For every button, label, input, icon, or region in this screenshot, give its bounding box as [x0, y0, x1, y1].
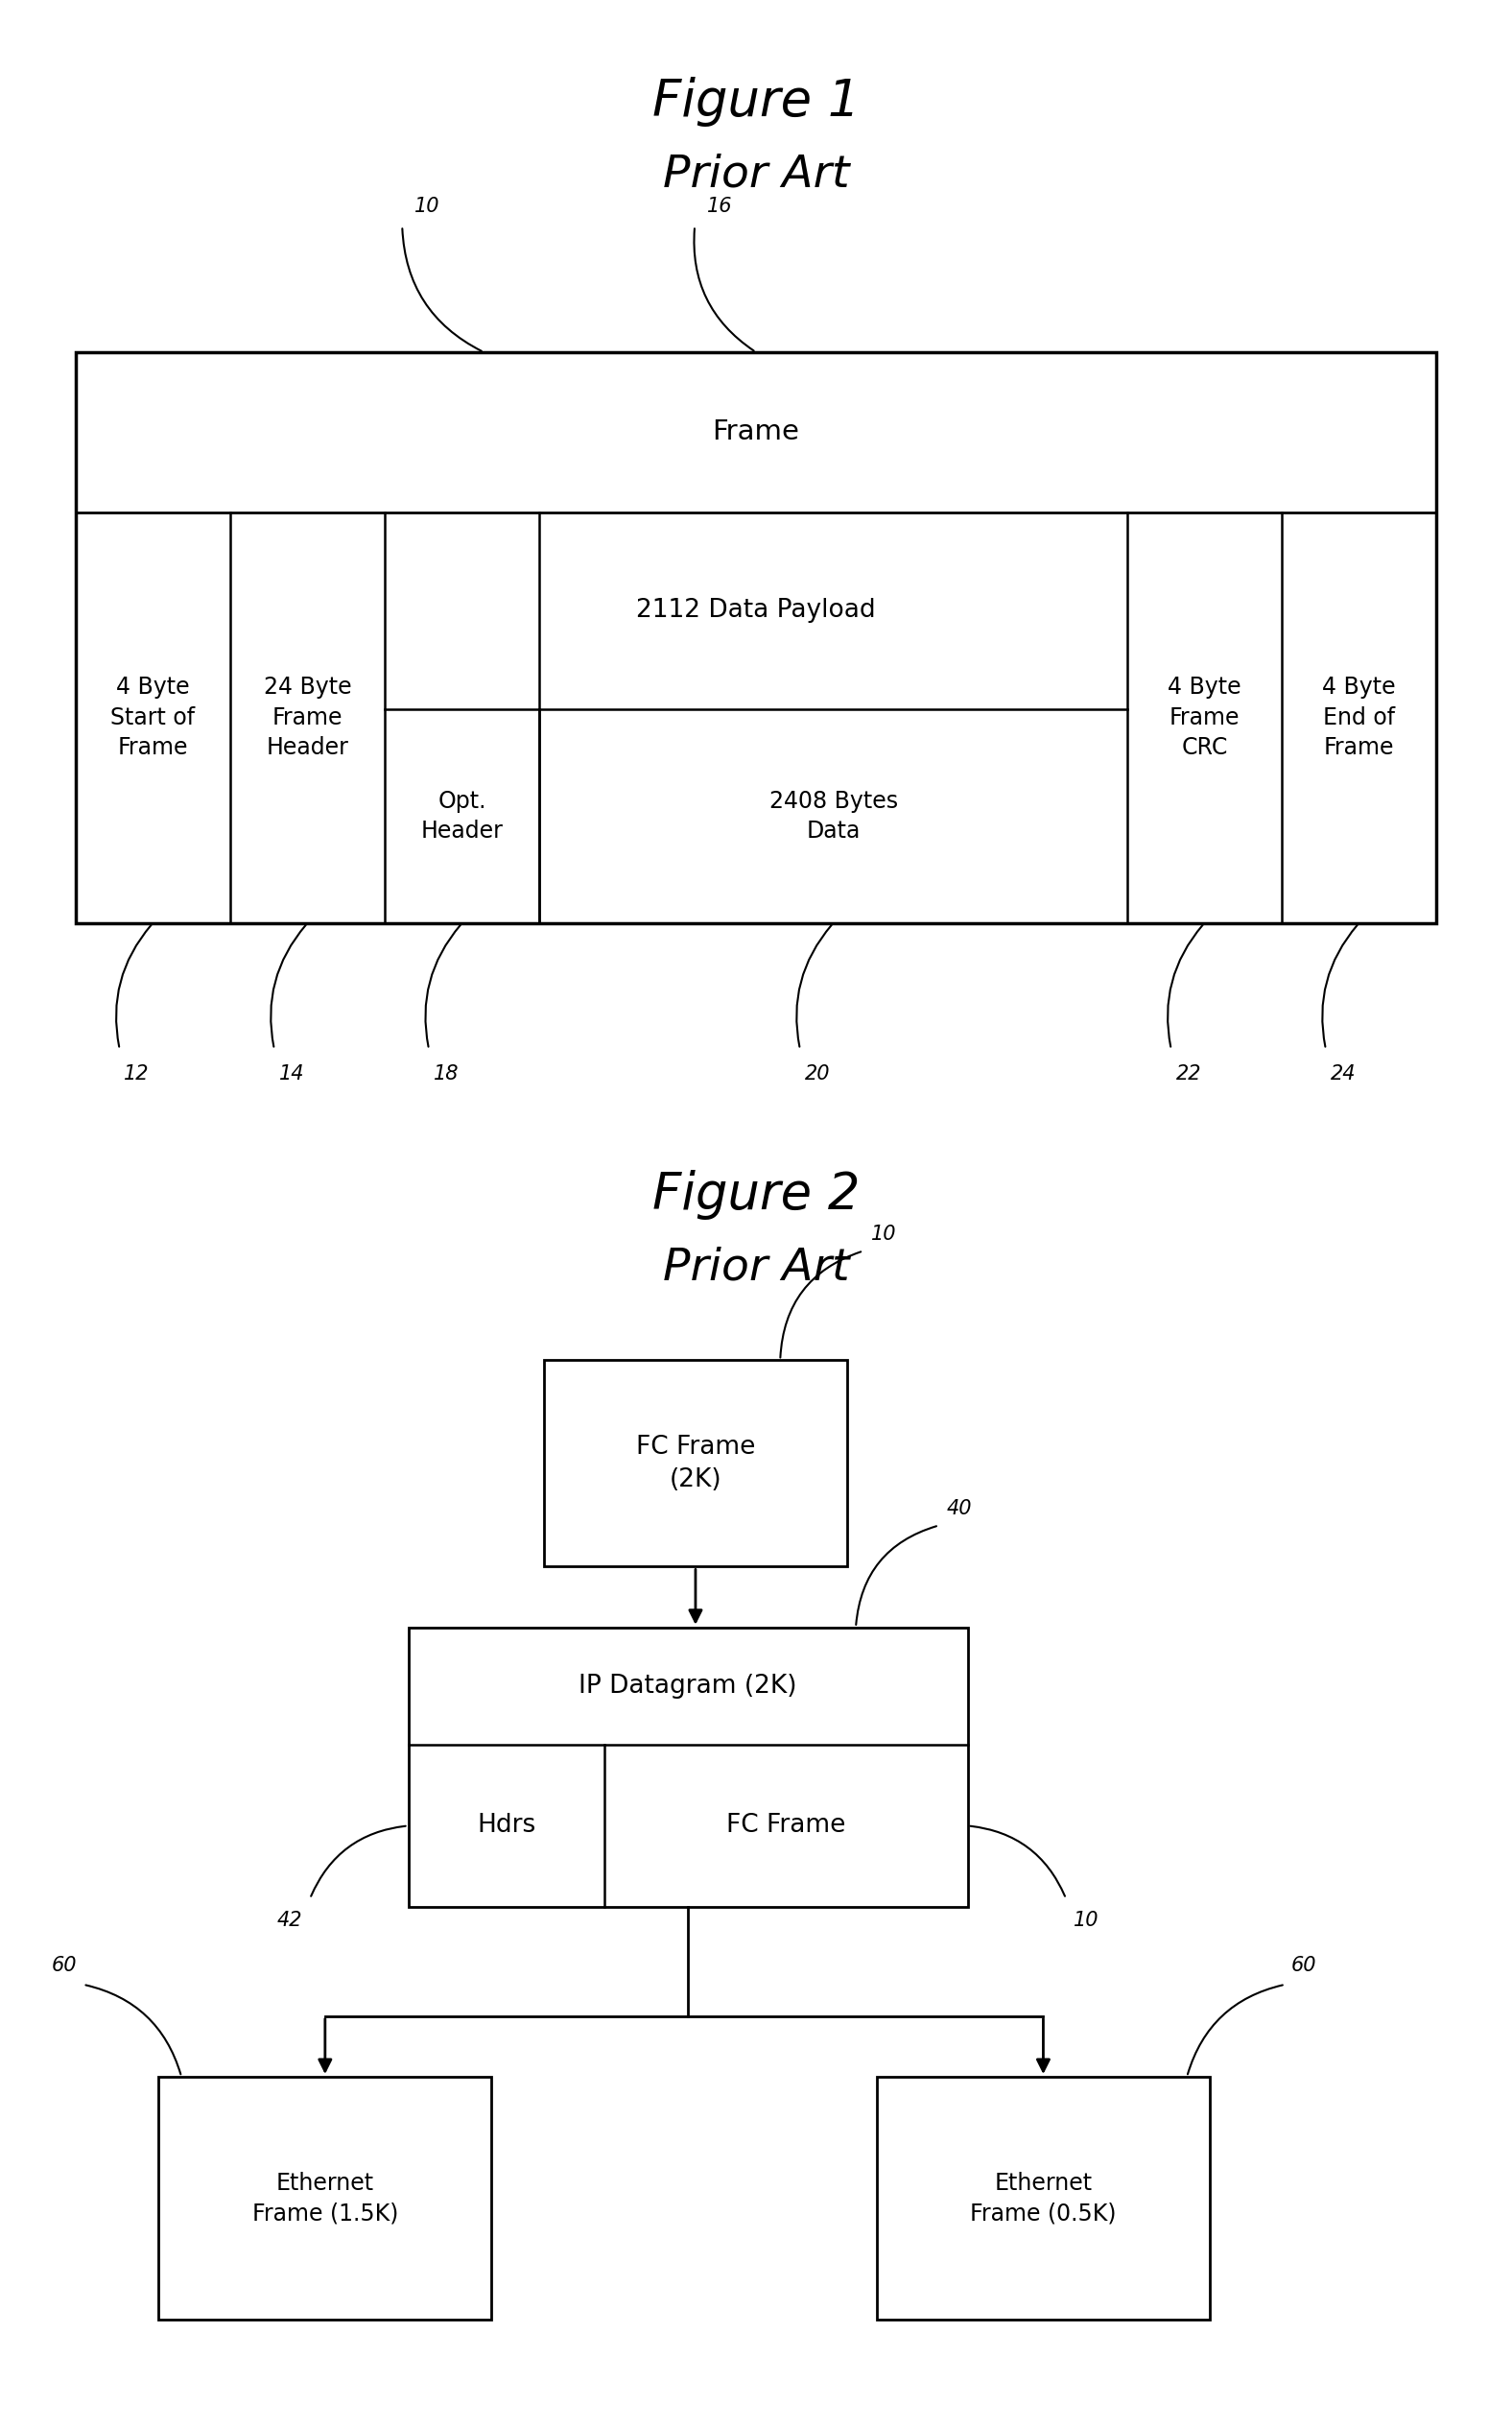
Text: Prior Art: Prior Art [662, 153, 850, 197]
Text: Frame: Frame [712, 418, 800, 445]
Text: 4 Byte
Frame
CRC: 4 Byte Frame CRC [1167, 675, 1241, 760]
Text: 2112 Data Payload: 2112 Data Payload [637, 598, 875, 624]
Text: 4 Byte
Start of
Frame: 4 Byte Start of Frame [110, 675, 195, 760]
Text: 12: 12 [124, 1064, 150, 1083]
FancyBboxPatch shape [408, 1627, 968, 1907]
Text: 24 Byte
Frame
Header: 24 Byte Frame Header [263, 675, 351, 760]
Text: 42: 42 [277, 1912, 302, 1931]
Text: Ethernet
Frame (1.5K): Ethernet Frame (1.5K) [253, 2172, 398, 2225]
Text: 40: 40 [947, 1499, 972, 1518]
Text: FC Frame
(2K): FC Frame (2K) [637, 1436, 754, 1491]
Text: 22: 22 [1176, 1064, 1201, 1083]
Text: 14: 14 [278, 1064, 304, 1083]
Text: Figure 1: Figure 1 [652, 78, 860, 126]
Text: Ethernet
Frame (0.5K): Ethernet Frame (0.5K) [971, 2172, 1116, 2225]
Text: 24: 24 [1331, 1064, 1356, 1083]
Text: 20: 20 [804, 1064, 830, 1083]
Text: 10: 10 [1074, 1912, 1099, 1931]
FancyBboxPatch shape [544, 1360, 847, 1567]
FancyBboxPatch shape [76, 352, 1436, 923]
Text: 4 Byte
End of
Frame: 4 Byte End of Frame [1323, 675, 1396, 760]
Text: 10: 10 [871, 1224, 897, 1244]
Text: IP Datagram (2K): IP Datagram (2K) [579, 1674, 797, 1698]
Text: 2408 Bytes
Data: 2408 Bytes Data [770, 789, 898, 843]
FancyBboxPatch shape [877, 2077, 1210, 2320]
FancyBboxPatch shape [159, 2077, 491, 2320]
Text: Prior Art: Prior Art [662, 1246, 850, 1290]
Text: Hdrs: Hdrs [476, 1814, 535, 1839]
Text: 10: 10 [414, 197, 440, 216]
Text: 16: 16 [708, 197, 732, 216]
Text: 60: 60 [51, 1955, 77, 1975]
Text: 18: 18 [434, 1064, 458, 1083]
Text: 60: 60 [1291, 1955, 1317, 1975]
Text: Figure 2: Figure 2 [652, 1171, 860, 1219]
Text: FC Frame: FC Frame [726, 1814, 845, 1839]
Text: Opt.
Header: Opt. Header [420, 789, 503, 843]
